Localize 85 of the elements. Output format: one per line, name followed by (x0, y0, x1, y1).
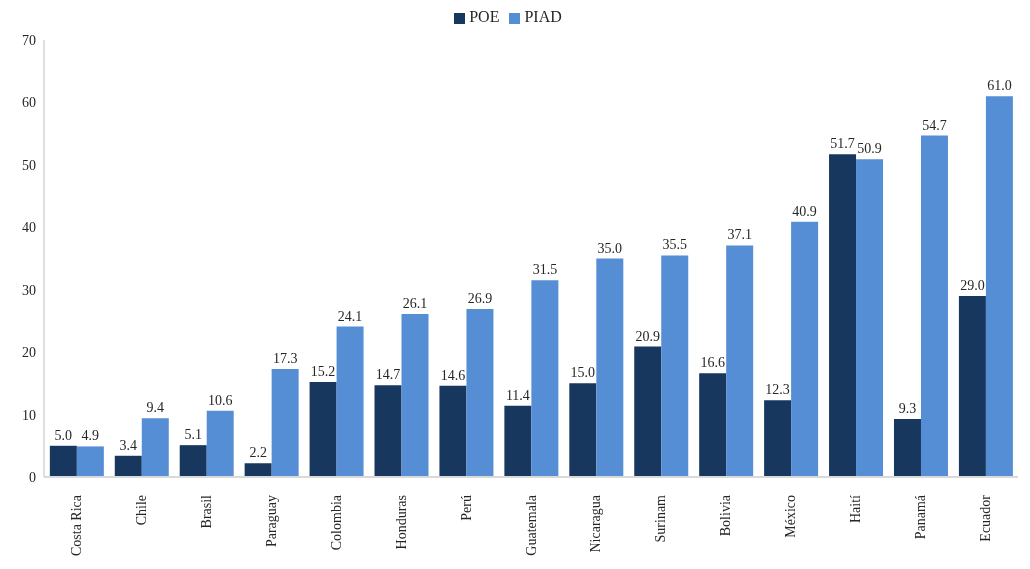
data-label: 5.1 (184, 427, 202, 443)
x-tick-label: Surinam (653, 494, 669, 543)
bar (374, 385, 402, 477)
bar (596, 258, 624, 477)
legend-label: POE (469, 8, 500, 25)
x-tick-label: Nicaragua (588, 494, 604, 553)
x-tick-label: Bolivia (718, 494, 734, 537)
data-label: 61.0 (987, 78, 1012, 94)
bar (764, 400, 792, 477)
x-tick-label: Colombia (328, 494, 344, 551)
bar (920, 135, 948, 477)
bar (76, 446, 104, 477)
data-label: 11.4 (505, 387, 530, 403)
y-tick-label: 50 (22, 157, 36, 173)
data-label: 31.5 (532, 262, 558, 278)
bar (179, 445, 207, 477)
data-label: 9.4 (146, 400, 165, 416)
bar (466, 309, 494, 477)
bar (114, 455, 142, 477)
data-label: 35.5 (662, 237, 687, 253)
x-tick-label: Panamá (913, 494, 929, 540)
bar (634, 346, 662, 477)
x-tick-label: Guatemala (523, 494, 539, 556)
y-tick-label: 60 (22, 95, 36, 111)
bar (661, 255, 689, 477)
bar (141, 418, 169, 477)
data-label: 40.9 (792, 203, 817, 219)
bar (271, 369, 299, 477)
y-tick-label: 0 (29, 469, 36, 485)
bar (958, 295, 986, 477)
y-tick-label: 40 (22, 220, 36, 236)
bar (244, 463, 272, 477)
bar (893, 418, 921, 477)
data-label: 24.1 (337, 308, 363, 324)
bar (829, 154, 857, 477)
data-label: 14.7 (375, 367, 401, 383)
y-tick-label: 30 (22, 282, 36, 298)
data-label: 15.0 (570, 365, 596, 381)
data-label: 3.4 (119, 437, 138, 453)
bar (439, 385, 467, 477)
legend-label: PIAD (524, 8, 562, 25)
x-tick-label: Honduras (393, 495, 409, 550)
data-label: 9.3 (898, 400, 917, 416)
bar (726, 245, 754, 477)
x-tick-label: Brasil (198, 494, 214, 529)
bar (791, 221, 819, 477)
data-label: 14.6 (440, 367, 466, 383)
data-label: 4.9 (81, 428, 100, 444)
data-label: 51.7 (830, 136, 855, 152)
data-label: 26.9 (467, 291, 493, 307)
x-tick-label: Paraguay (263, 495, 279, 548)
x-tick-label: Costa Rica (68, 494, 84, 557)
data-label: 5.0 (54, 427, 73, 443)
data-label: 35.0 (597, 240, 623, 256)
bar (856, 159, 884, 477)
bar (309, 382, 337, 477)
data-label: 10.6 (207, 392, 233, 408)
x-tick-label: México (783, 495, 799, 538)
bar (699, 373, 727, 477)
bar (531, 280, 559, 477)
x-tick-label: Chile (133, 495, 149, 526)
bar (569, 383, 597, 477)
bar (985, 96, 1013, 477)
y-tick-label: 70 (22, 32, 36, 48)
x-tick-label: Perú (458, 495, 474, 521)
bar (504, 405, 532, 477)
bar (206, 410, 234, 477)
bar (49, 445, 77, 477)
x-tick-label: Haití (848, 494, 864, 523)
data-label: 26.1 (402, 296, 428, 312)
data-label: 37.1 (727, 227, 752, 243)
data-label: 2.2 (249, 445, 267, 461)
y-tick-label: 20 (22, 345, 36, 361)
bar (336, 326, 364, 477)
data-label: 54.7 (922, 117, 947, 133)
data-label: 20.9 (635, 328, 660, 344)
x-tick-label: Ecuador (978, 494, 994, 542)
y-tick-label: 10 (22, 407, 36, 423)
data-label: 17.3 (272, 351, 298, 366)
bar (401, 314, 429, 477)
data-label: 16.6 (700, 355, 725, 371)
data-label: 29.0 (960, 277, 985, 293)
data-label: 50.9 (857, 141, 882, 157)
data-label: 12.3 (765, 382, 790, 398)
data-label: 15.2 (310, 364, 336, 380)
